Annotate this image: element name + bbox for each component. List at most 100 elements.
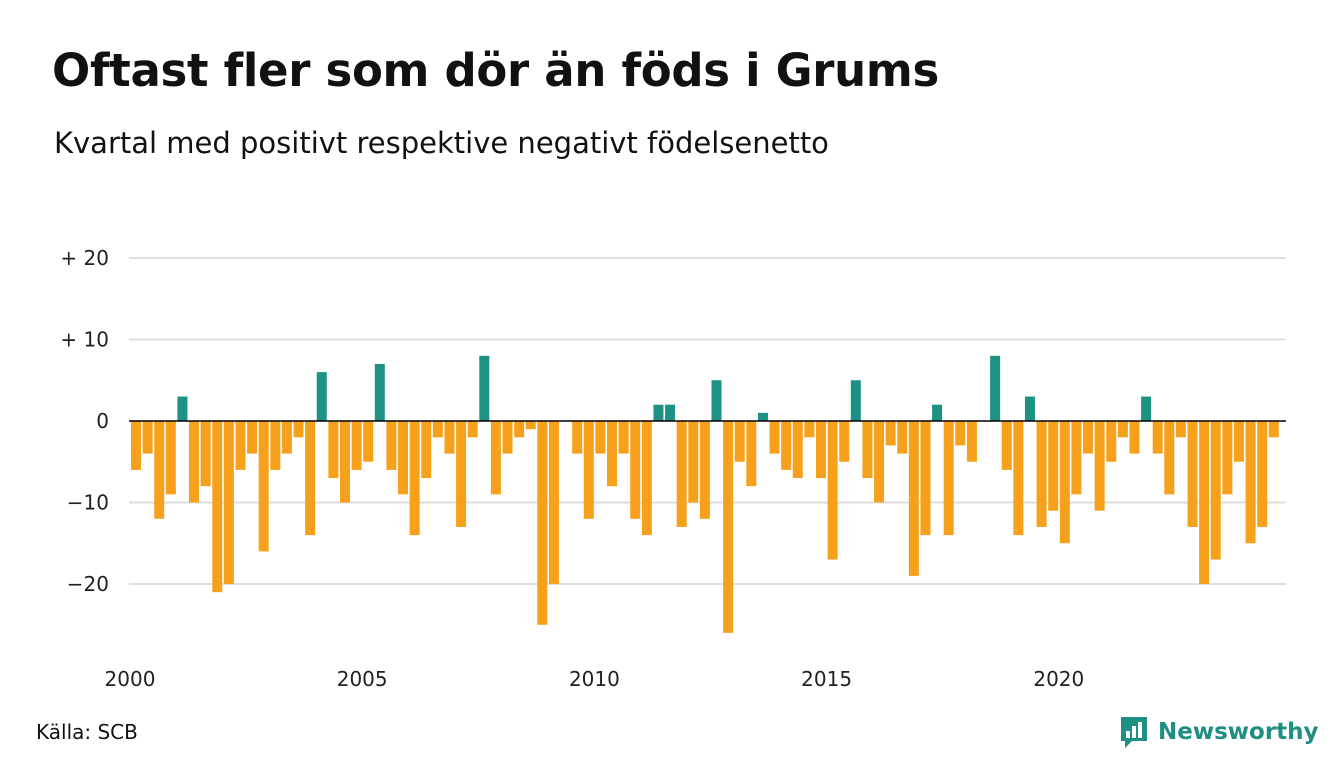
bar [1245, 421, 1256, 544]
bar [676, 421, 687, 527]
bar [316, 372, 327, 421]
bar [583, 421, 594, 519]
bar [1152, 421, 1163, 454]
x-tick-label: 2005 [337, 667, 388, 691]
bar [792, 421, 803, 479]
bar [653, 404, 664, 421]
bar [641, 421, 652, 536]
bar [757, 412, 768, 421]
bar [885, 421, 896, 446]
bar [1048, 421, 1059, 511]
bar [1222, 421, 1233, 495]
bar [514, 421, 525, 438]
bar [769, 421, 780, 454]
bar [723, 421, 734, 633]
bar [1141, 396, 1152, 421]
bar [688, 421, 699, 503]
chart-title: Oftast fler som dör än föds i Grums [52, 44, 939, 97]
bar [862, 421, 873, 479]
bar [212, 421, 223, 593]
bar [804, 421, 815, 438]
bar [537, 421, 548, 625]
bar [734, 421, 745, 462]
bar [490, 421, 501, 495]
bar [955, 421, 966, 446]
source-note: Källa: SCB [36, 720, 138, 744]
bar [874, 421, 885, 503]
bar [630, 421, 641, 519]
bar [781, 421, 792, 470]
bar [177, 396, 188, 421]
y-tick-label: −10 [67, 491, 109, 515]
bar [827, 421, 838, 560]
bar [1059, 421, 1070, 544]
bar [339, 421, 350, 503]
bar [247, 421, 258, 454]
bar [165, 421, 176, 495]
bar [258, 421, 269, 552]
bar [328, 421, 339, 479]
bar [897, 421, 908, 454]
bar [607, 421, 618, 487]
bar [1187, 421, 1198, 527]
bar [189, 421, 200, 503]
bar [572, 421, 583, 454]
brand-logo: Newsworthy [1118, 714, 1319, 750]
bar [131, 421, 141, 470]
bar [1164, 421, 1175, 495]
y-tick-label: + 20 [60, 246, 109, 270]
bar [1210, 421, 1221, 560]
x-tick-label: 2010 [569, 667, 620, 691]
bars [131, 355, 1279, 633]
bar [908, 421, 919, 576]
bar [154, 421, 165, 519]
bar [548, 421, 559, 584]
bar [595, 421, 606, 454]
bar [1117, 421, 1128, 438]
bar [966, 421, 977, 462]
bar [305, 421, 316, 536]
bar [1199, 421, 1210, 584]
bar [665, 404, 676, 421]
x-tick-label: 2000 [105, 667, 156, 691]
brand-name: Newsworthy [1158, 719, 1319, 745]
bar [421, 421, 432, 479]
bar [1094, 421, 1105, 511]
bar [432, 421, 443, 438]
bar [1233, 421, 1244, 462]
bar [281, 421, 292, 454]
bar [839, 421, 850, 462]
bar [932, 404, 943, 421]
bar [1036, 421, 1047, 527]
bar [270, 421, 281, 470]
x-tick-label: 2020 [1033, 667, 1084, 691]
x-tick-label: 2015 [801, 667, 852, 691]
bar [398, 421, 409, 495]
chart-subtitle: Kvartal med positivt respektive negativt… [54, 126, 829, 160]
bar [699, 421, 710, 519]
bar [363, 421, 374, 462]
bar [409, 421, 420, 536]
bar [525, 421, 536, 430]
bar [920, 421, 931, 536]
y-tick-label: −20 [67, 572, 109, 596]
bar [1175, 421, 1186, 438]
bar [479, 355, 490, 421]
bar [235, 421, 246, 470]
bar [990, 355, 1001, 421]
bar [200, 421, 211, 487]
bar [1257, 421, 1268, 527]
y-axis-ticks: + 20 + 10 0 −10 −20 [60, 246, 109, 596]
bar [815, 421, 826, 479]
bar [1106, 421, 1117, 462]
bar [1083, 421, 1094, 454]
bar [618, 421, 629, 454]
x-axis-ticks: 2000 2005 2010 2015 2020 [105, 667, 1085, 691]
bar [223, 421, 234, 584]
y-tick-label: 0 [96, 409, 109, 433]
bar [351, 421, 362, 470]
bar [746, 421, 757, 487]
bar [1001, 421, 1012, 470]
bar [386, 421, 397, 470]
